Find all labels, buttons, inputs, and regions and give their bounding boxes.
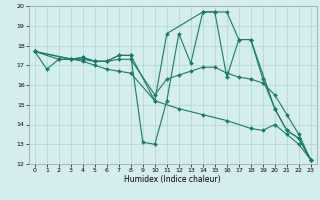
X-axis label: Humidex (Indice chaleur): Humidex (Indice chaleur) (124, 175, 221, 184)
